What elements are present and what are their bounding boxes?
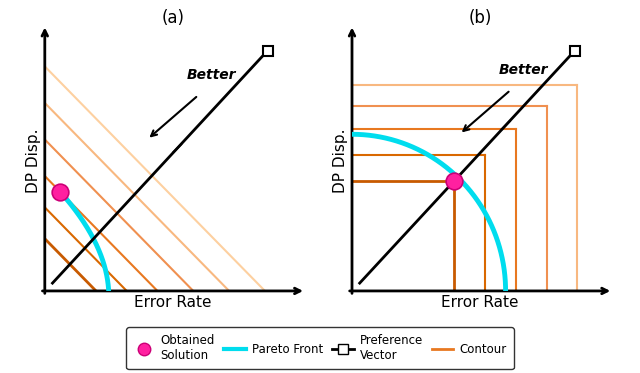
Text: Better: Better: [186, 68, 236, 82]
X-axis label: Error Rate: Error Rate: [441, 295, 519, 310]
Title: (a): (a): [161, 9, 184, 27]
X-axis label: Error Rate: Error Rate: [134, 295, 212, 310]
Title: (b): (b): [468, 9, 492, 27]
Y-axis label: DP Disp.: DP Disp.: [26, 128, 40, 192]
Legend: Obtained
Solution, Pareto Front, Preference
Vector, Contour: Obtained Solution, Pareto Front, Prefere…: [126, 327, 514, 370]
Text: Better: Better: [499, 63, 548, 77]
Y-axis label: DP Disp.: DP Disp.: [333, 128, 348, 192]
